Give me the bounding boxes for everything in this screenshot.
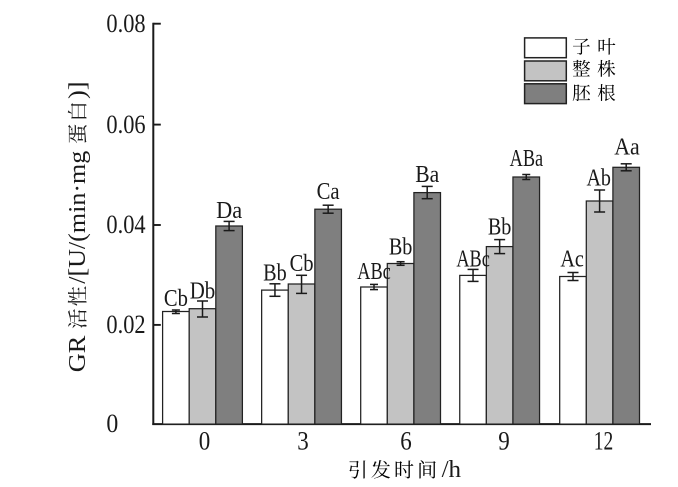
svg-text:Cb: Cb: [164, 286, 188, 312]
svg-text:0.02: 0.02: [106, 310, 145, 339]
svg-text:Bb: Bb: [263, 261, 287, 287]
svg-text:/[U/(min·mg: /[U/(min·mg: [65, 144, 91, 284]
svg-text:6: 6: [400, 427, 412, 456]
svg-text:ABa: ABa: [510, 146, 544, 172]
svg-text:Da: Da: [216, 198, 242, 224]
svg-text:12: 12: [594, 427, 614, 456]
svg-text:Ba: Ba: [415, 162, 439, 188]
svg-text:Ca: Ca: [317, 179, 340, 205]
svg-text:Ab: Ab: [586, 166, 611, 192]
svg-text:Cb: Cb: [290, 251, 314, 277]
svg-text:Bb: Bb: [488, 215, 512, 241]
svg-text:Db: Db: [190, 278, 216, 304]
svg-text:0: 0: [199, 427, 211, 456]
svg-text:GR: GR: [65, 329, 91, 372]
svg-text:Bb: Bb: [389, 235, 413, 261]
svg-text:0.08: 0.08: [106, 9, 145, 38]
svg-text:Aa: Aa: [614, 134, 640, 160]
svg-text:3: 3: [297, 427, 309, 456]
svg-text:/h: /h: [442, 457, 462, 483]
svg-text:0.04: 0.04: [106, 210, 145, 239]
svg-text:0: 0: [106, 409, 118, 438]
svg-text:ABc: ABc: [357, 259, 391, 285]
svg-text:0.06: 0.06: [106, 110, 145, 139]
svg-text:9: 9: [498, 427, 510, 456]
svg-text:)]: )]: [65, 81, 91, 99]
svg-text:Ac: Ac: [560, 247, 584, 273]
svg-text:ABc: ABc: [456, 246, 490, 272]
